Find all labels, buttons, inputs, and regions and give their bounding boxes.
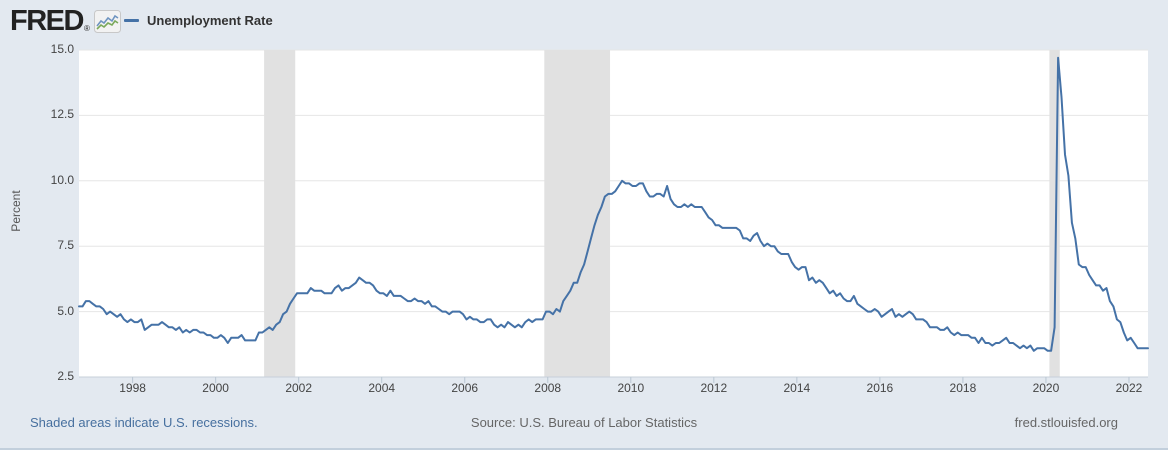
x-tick-label: 2010 — [617, 381, 645, 395]
x-tick-label: 2002 — [285, 381, 313, 395]
x-tick-label: 1998 — [119, 381, 146, 395]
y-tick-label: 5.0 — [57, 303, 74, 318]
registered-trademark-symbol: ® — [83, 24, 90, 33]
legend-item-unemployment-rate[interactable]: Unemployment Rate — [124, 10, 273, 30]
y-tick-label: 2.5 — [57, 369, 74, 383]
x-tick-label: 2018 — [949, 381, 977, 395]
x-tick-label: 2004 — [368, 381, 396, 395]
x-tick-label: 2014 — [783, 381, 811, 395]
x-tick-label: 2008 — [534, 381, 562, 395]
series-line-unemployment-rate[interactable] — [78, 56, 1149, 352]
x-tick-label: 2006 — [451, 381, 479, 395]
fred-url-link[interactable]: fred.stlouisfed.org — [1014, 415, 1118, 430]
fred-logo-text: FRED — [10, 5, 84, 37]
x-tick-label: 2016 — [866, 381, 894, 395]
legend-line-swatch — [124, 18, 139, 22]
y-tick-label: 12.5 — [50, 107, 74, 122]
source-text: Source: U.S. Bureau of Labor Statistics — [470, 415, 698, 430]
recession-note-link[interactable]: Shaded areas indicate U.S. recessions. — [30, 415, 258, 430]
y-tick-label: 15.0 — [50, 42, 74, 56]
sparkline-chart-icon — [93, 9, 121, 33]
legend-label: Unemployment Rate — [147, 12, 273, 28]
x-tick-label: 2022 — [1115, 381, 1143, 395]
plot-area[interactable] — [79, 50, 1148, 377]
x-tick-label: 2000 — [202, 381, 229, 395]
recession-band — [544, 50, 611, 377]
y-tick-label: 10.0 — [50, 172, 74, 187]
recession-band — [1049, 50, 1060, 377]
y-tick-label: 7.5 — [57, 238, 74, 253]
fred-logo[interactable]: FRED ® — [10, 6, 121, 36]
x-tick-label: 2012 — [700, 381, 728, 395]
x-tick-label: 2020 — [1032, 381, 1060, 395]
